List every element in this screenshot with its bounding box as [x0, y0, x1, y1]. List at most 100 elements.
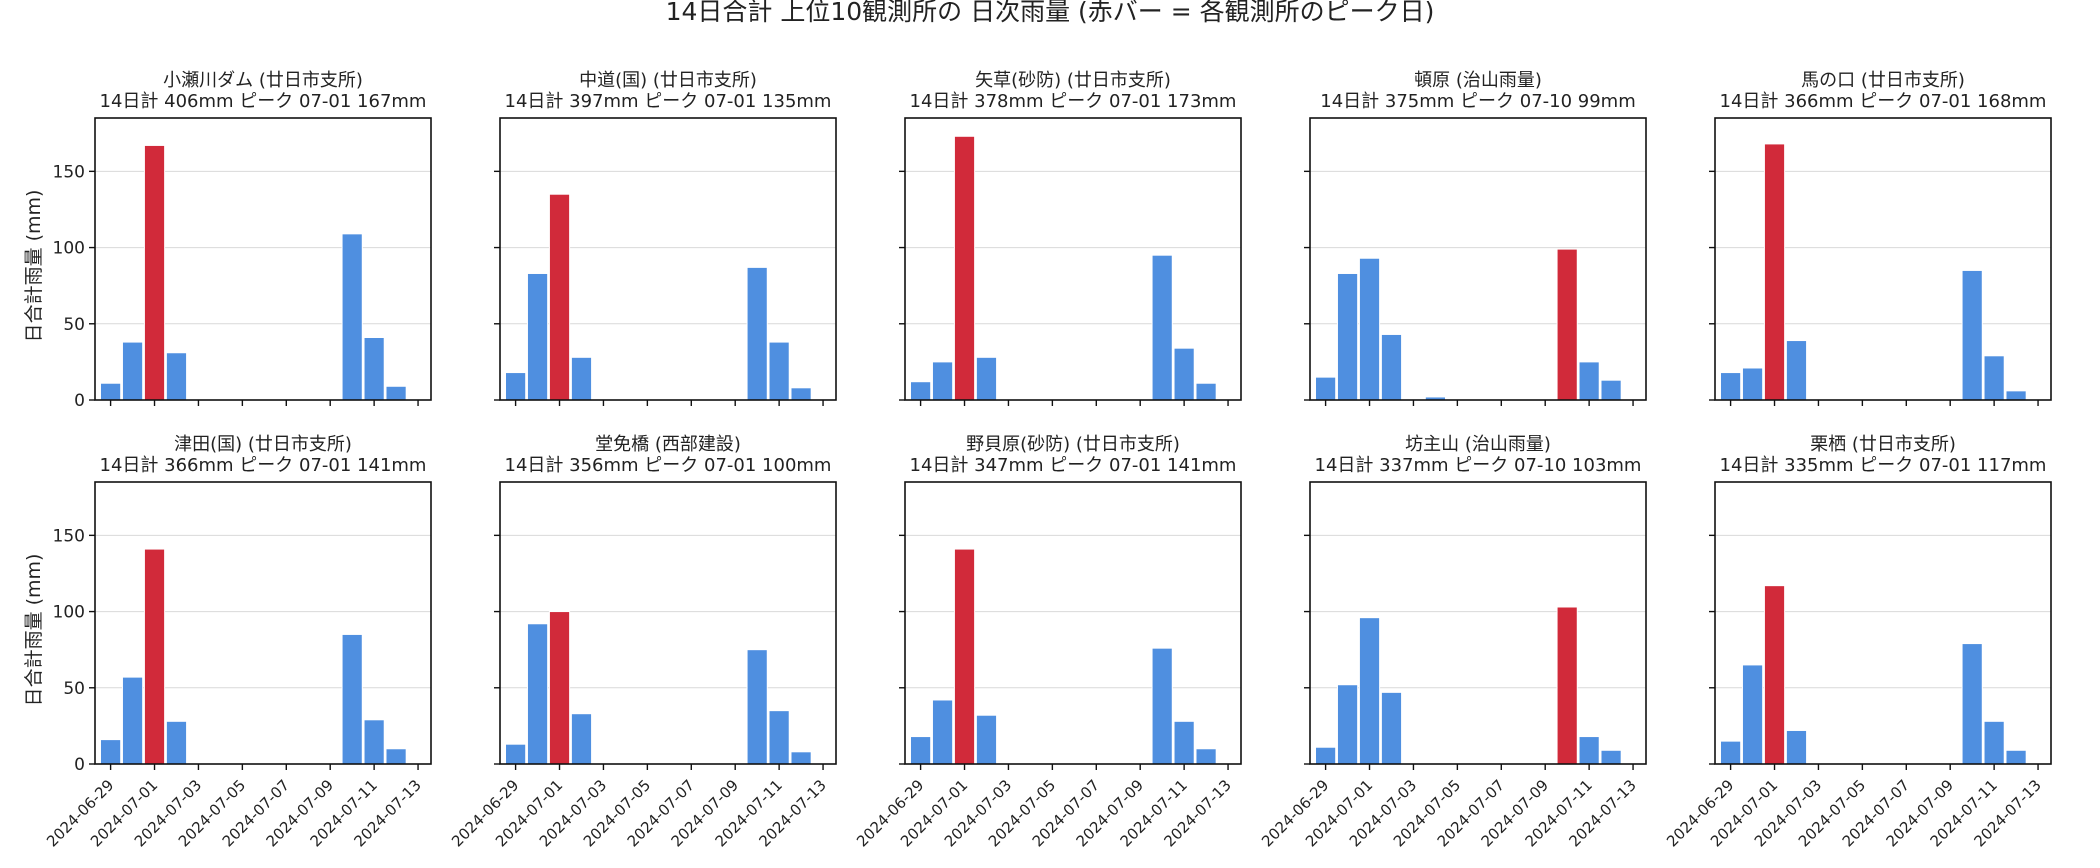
panel-subtitle: 14日計 375mm ピーク 07-10 99mm [1320, 91, 1636, 112]
panel-subtitle: 14日計 356mm ピーク 07-01 100mm [505, 455, 832, 476]
y-tick-label: 0 [74, 391, 85, 411]
plot-frame [1714, 117, 2052, 401]
bar [363, 719, 385, 765]
panel-title: 中道(国) (廿日市支所) [579, 70, 757, 91]
bar [99, 382, 122, 401]
panel-subtitle: 14日計 347mm ピーク 07-01 141mm [910, 455, 1237, 476]
bar [1578, 736, 1600, 765]
bar [1380, 333, 1403, 401]
figure-title: 14日合計 上位10観測所の 日次雨量 (赤バー = 各観測所のピーク日) [666, 0, 1435, 26]
panel-title: 堂免橋 (西部建設) [595, 434, 741, 455]
y-tick-label: 150 [53, 526, 85, 546]
bar [909, 736, 932, 765]
bar [975, 356, 998, 401]
bar [385, 385, 407, 401]
bar [341, 633, 363, 765]
y-tick-label: 100 [53, 603, 85, 623]
bar [1358, 257, 1381, 401]
panel-6: 津田(国) (廿日市支所)14日計 366mm ピーク 07-01 141mm 0… [43, 434, 432, 850]
panel-title: 頓原 (治山雨量) [1414, 70, 1542, 91]
bar [975, 714, 998, 765]
panel-subtitle: 14日計 337mm ピーク 07-10 103mm [1315, 455, 1642, 476]
bar [1195, 748, 1217, 765]
bar [2005, 749, 2027, 765]
bar [931, 361, 954, 401]
bar [790, 751, 812, 765]
panel-subtitle: 14日計 366mm ピーク 07-01 168mm [1720, 91, 2047, 112]
y-tick-label: 0 [74, 755, 85, 775]
plot-frame [94, 117, 432, 401]
bar [165, 720, 188, 765]
bar-peak [548, 611, 571, 765]
panel-title: 馬の口 (廿日市支所) [1801, 70, 1965, 91]
panel-title: 野貝原(砂防) (廿日市支所) [966, 434, 1180, 455]
bar [341, 233, 363, 401]
y-tick-label: 50 [63, 679, 85, 699]
panel-title: 栗栖 (廿日市支所) [1810, 434, 1956, 455]
bar [1195, 382, 1217, 401]
bar [1600, 379, 1622, 401]
bar-peak [1556, 248, 1578, 401]
bar [1151, 254, 1173, 401]
panel-title: 坊主山 (治山雨量) [1405, 434, 1551, 455]
bar [121, 341, 144, 401]
panel-title: 津田(国) (廿日市支所) [174, 434, 352, 455]
bar [746, 649, 768, 765]
bar [165, 352, 188, 401]
panel-5: 馬の口 (廿日市支所)14日計 366mm ピーク 07-01 168mm [1709, 70, 2052, 406]
bar [768, 341, 790, 401]
bar [385, 748, 407, 765]
plot-frame [904, 117, 1242, 401]
bar-peak [548, 193, 571, 401]
panel-3: 矢草(砂防) (廿日市支所)14日計 378mm ピーク 07-01 173mm [899, 70, 1242, 406]
y-tick-label: 100 [53, 239, 85, 259]
bar [1380, 691, 1403, 765]
bar [570, 713, 593, 765]
bar [504, 743, 527, 765]
panel-subtitle: 14日計 378mm ピーク 07-01 173mm [910, 91, 1237, 112]
bar [363, 337, 385, 401]
bar [504, 372, 527, 401]
bar-peak [1763, 143, 1786, 401]
bar [526, 623, 549, 765]
y-tick-label: 50 [63, 315, 85, 335]
bar [1785, 340, 1808, 401]
panel-1: 小瀬川ダム (廿日市支所)14日計 406mm ピーク 07-01 167mm 0… [53, 70, 432, 411]
bar [1961, 643, 1983, 765]
plot-frame [499, 117, 837, 401]
bar [1336, 272, 1359, 401]
bar [1719, 372, 1742, 401]
plot-frame [1309, 481, 1647, 765]
bar [1785, 729, 1808, 765]
bar [909, 381, 932, 401]
panel-4: 頓原 (治山雨量)14日計 375mm ピーク 07-10 99mm [1304, 70, 1647, 406]
bar [1578, 361, 1600, 401]
plot-frame [904, 481, 1242, 765]
bar [2005, 390, 2027, 401]
panel-title: 小瀬川ダム (廿日市支所) [163, 70, 363, 91]
bar [1314, 376, 1337, 401]
bar [526, 272, 549, 401]
panel-2: 中道(国) (廿日市支所)14日計 397mm ピーク 07-01 135mm [494, 70, 837, 406]
bar-peak [143, 548, 166, 765]
bar-peak [953, 548, 976, 765]
bar [931, 699, 954, 765]
panel-9: 坊主山 (治山雨量)14日計 337mm ピーク 07-10 103mm2024… [1258, 434, 1647, 850]
plot-frame [499, 481, 837, 765]
bar-peak [953, 135, 976, 401]
bar [1151, 647, 1173, 765]
bar [1600, 749, 1622, 765]
bar [790, 387, 812, 401]
bar [99, 739, 122, 765]
panel-8: 野貝原(砂防) (廿日市支所)14日計 347mm ピーク 07-01 141m… [853, 434, 1242, 850]
bar [1719, 740, 1742, 765]
bar [1983, 720, 2005, 765]
bar-peak [1556, 606, 1578, 765]
bar [1983, 355, 2005, 401]
bar [1173, 347, 1195, 401]
y-axis-label-row2: 日合計雨量 (mm) [23, 554, 45, 707]
bar [1173, 720, 1195, 765]
plot-frame [1714, 481, 2052, 765]
bar-peak [143, 144, 166, 401]
